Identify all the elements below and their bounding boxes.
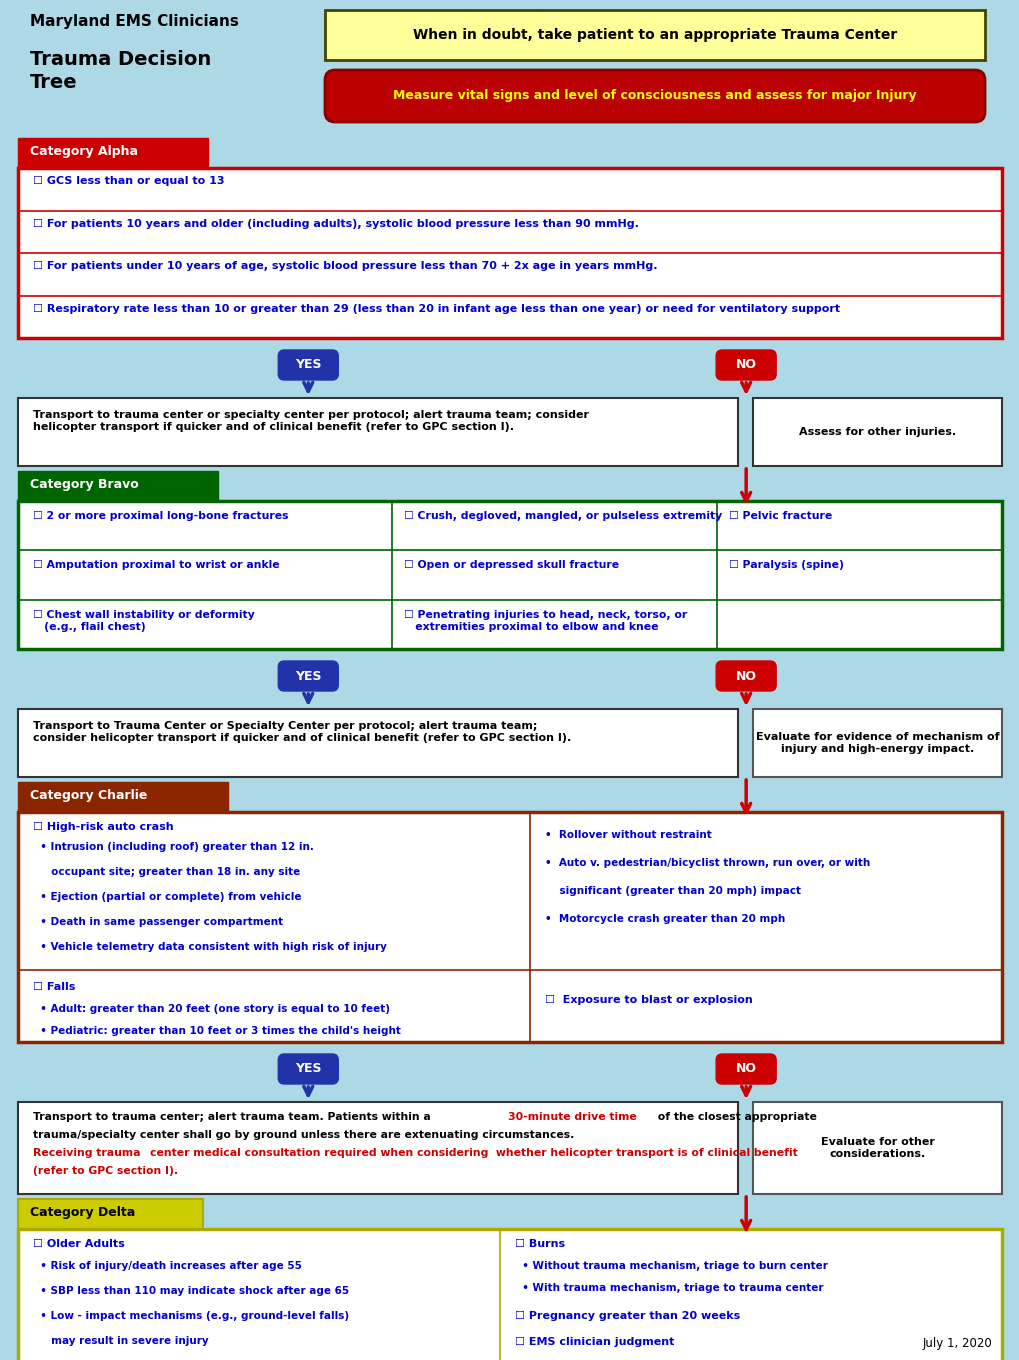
Bar xyxy=(752,1102,1001,1194)
Text: ☐  Exposure to blast or explosion: ☐ Exposure to blast or explosion xyxy=(544,996,752,1005)
Text: Category Charlie: Category Charlie xyxy=(30,789,147,802)
Bar xyxy=(18,1102,738,1194)
Text: Assess for other injuries.: Assess for other injuries. xyxy=(798,427,955,437)
FancyBboxPatch shape xyxy=(278,1054,338,1084)
Text: ☐ Paralysis (spine): ☐ Paralysis (spine) xyxy=(728,560,843,570)
FancyBboxPatch shape xyxy=(715,661,775,691)
Text: ☐ Respiratory rate less than 10 or greater than 29 (less than 20 in infant age l: ☐ Respiratory rate less than 10 or great… xyxy=(33,303,840,314)
Text: • Ejection (partial or complete) from vehicle: • Ejection (partial or complete) from ve… xyxy=(33,892,302,902)
Text: • Risk of injury/death increases after age 55: • Risk of injury/death increases after a… xyxy=(33,1261,302,1272)
Text: ☐ Open or depressed skull fracture: ☐ Open or depressed skull fracture xyxy=(404,560,619,570)
Bar xyxy=(18,709,738,777)
Text: NO: NO xyxy=(735,359,756,371)
Text: Receiving trauma: Receiving trauma xyxy=(33,1148,141,1157)
Text: occupant site; greater than 18 in. any site: occupant site; greater than 18 in. any s… xyxy=(33,866,300,877)
Text: • SBP less than 110 may indicate shock after age 65: • SBP less than 110 may indicate shock a… xyxy=(33,1287,348,1296)
Text: Evaluate for evidence of mechanism of
injury and high-energy impact.: Evaluate for evidence of mechanism of in… xyxy=(755,732,999,755)
Text: ☐ Pregnancy greater than 20 weeks: ☐ Pregnancy greater than 20 weeks xyxy=(515,1311,740,1321)
FancyBboxPatch shape xyxy=(715,350,775,379)
Text: Category Bravo: Category Bravo xyxy=(30,477,139,491)
Text: July 1, 2020: July 1, 2020 xyxy=(921,1337,991,1350)
Text: YES: YES xyxy=(294,1062,321,1076)
Text: 30-minute drive time: 30-minute drive time xyxy=(507,1112,636,1122)
Text: Transport to trauma center; alert trauma team. Patients within a: Transport to trauma center; alert trauma… xyxy=(33,1112,434,1122)
Text: ☐ Chest wall instability or deformity
   (e.g., flail chest): ☐ Chest wall instability or deformity (e… xyxy=(33,609,255,632)
Text: • Adult: greater than 20 feet (one story is equal to 10 feet): • Adult: greater than 20 feet (one story… xyxy=(33,1004,389,1015)
Text: • Death in same passenger compartment: • Death in same passenger compartment xyxy=(33,917,283,928)
Text: Category Alpha: Category Alpha xyxy=(30,146,138,158)
Text: of the closest appropriate: of the closest appropriate xyxy=(653,1112,815,1122)
Text: may result in severe injury: may result in severe injury xyxy=(33,1336,209,1346)
Bar xyxy=(18,1200,203,1229)
FancyBboxPatch shape xyxy=(715,1054,775,1084)
Bar xyxy=(18,812,1001,1042)
Bar xyxy=(752,709,1001,777)
Bar xyxy=(752,398,1001,466)
Bar xyxy=(18,471,218,500)
Text: NO: NO xyxy=(735,1062,756,1076)
Text: ☐ Burns: ☐ Burns xyxy=(515,1239,565,1248)
Bar xyxy=(18,1229,1001,1360)
Bar xyxy=(18,169,1001,339)
Text: ☐ Crush, degloved, mangled, or pulseless extremity: ☐ Crush, degloved, mangled, or pulseless… xyxy=(404,511,721,521)
Text: ☐ Pelvic fracture: ☐ Pelvic fracture xyxy=(728,511,832,521)
Text: Evaluate for other
considerations.: Evaluate for other considerations. xyxy=(819,1137,933,1159)
Text: (refer to GPC section I).: (refer to GPC section I). xyxy=(33,1166,178,1176)
Bar xyxy=(18,500,1001,649)
Text: When in doubt, take patient to an appropriate Trauma Center: When in doubt, take patient to an approp… xyxy=(413,29,897,42)
FancyBboxPatch shape xyxy=(278,350,338,379)
Text: ☐ Falls: ☐ Falls xyxy=(33,982,75,991)
Text: ☐ For patients under 10 years of age, systolic blood pressure less than 70 + 2x : ☐ For patients under 10 years of age, sy… xyxy=(33,261,657,271)
Text: Trauma Decision
Tree: Trauma Decision Tree xyxy=(30,50,211,92)
Text: ☐ EMS clinician judgment: ☐ EMS clinician judgment xyxy=(515,1337,674,1346)
Text: Category Delta: Category Delta xyxy=(30,1206,136,1219)
Text: ☐ GCS less than or equal to 13: ☐ GCS less than or equal to 13 xyxy=(33,175,224,186)
Text: YES: YES xyxy=(294,359,321,371)
Text: ☐ 2 or more proximal long-bone fractures: ☐ 2 or more proximal long-bone fractures xyxy=(33,511,288,521)
Bar xyxy=(18,782,228,812)
Text: Transport to trauma center or specialty center per protocol; alert trauma team; : Transport to trauma center or specialty … xyxy=(33,409,588,432)
Text: YES: YES xyxy=(294,669,321,683)
FancyBboxPatch shape xyxy=(278,661,338,691)
Text: • Low - impact mechanisms (e.g., ground-level falls): • Low - impact mechanisms (e.g., ground-… xyxy=(33,1311,348,1321)
Text: center medical consultation required when considering  whether helicopter transp: center medical consultation required whe… xyxy=(150,1148,797,1157)
Text: ☐ Amputation proximal to wrist or ankle: ☐ Amputation proximal to wrist or ankle xyxy=(33,560,279,570)
Text: Measure vital signs and level of consciousness and assess for major Injury: Measure vital signs and level of conscio… xyxy=(392,90,916,102)
Text: • With trauma mechanism, triage to trauma center: • With trauma mechanism, triage to traum… xyxy=(515,1282,823,1293)
Bar xyxy=(18,398,738,466)
Text: ☐ Penetrating injuries to head, neck, torso, or
   extremities proximal to elbow: ☐ Penetrating injuries to head, neck, to… xyxy=(404,609,687,632)
Text: Transport to Trauma Center or Specialty Center per protocol; alert trauma team;
: Transport to Trauma Center or Specialty … xyxy=(33,721,571,744)
Text: significant (greater than 20 mph) impact: significant (greater than 20 mph) impact xyxy=(544,885,800,896)
Text: • Vehicle telemetry data consistent with high risk of injury: • Vehicle telemetry data consistent with… xyxy=(33,942,386,952)
Text: • Intrusion (including roof) greater than 12 in.: • Intrusion (including roof) greater tha… xyxy=(33,842,314,851)
FancyBboxPatch shape xyxy=(325,69,984,122)
Text: ☐ For patients 10 years and older (including adults), systolic blood pressure le: ☐ For patients 10 years and older (inclu… xyxy=(33,219,638,228)
Bar xyxy=(325,10,984,60)
Text: • Without trauma mechanism, triage to burn center: • Without trauma mechanism, triage to bu… xyxy=(515,1261,827,1272)
Bar xyxy=(18,137,208,169)
Text: NO: NO xyxy=(735,669,756,683)
Text: •  Motorcycle crash greater than 20 mph: • Motorcycle crash greater than 20 mph xyxy=(544,914,785,923)
Text: ☐ Older Adults: ☐ Older Adults xyxy=(33,1239,124,1248)
Text: trauma/specialty center shall go by ground unless there are extenuating circumst: trauma/specialty center shall go by grou… xyxy=(33,1130,578,1140)
Text: •  Rollover without restraint: • Rollover without restraint xyxy=(544,830,710,840)
Text: •  Auto v. pedestrian/bicyclist thrown, run over, or with: • Auto v. pedestrian/bicyclist thrown, r… xyxy=(544,858,869,868)
Text: ☐ High-risk auto crash: ☐ High-risk auto crash xyxy=(33,821,173,832)
Text: • Pediatric: greater than 10 feet or 3 times the child's height: • Pediatric: greater than 10 feet or 3 t… xyxy=(33,1025,400,1036)
Text: Maryland EMS Clinicians: Maryland EMS Clinicians xyxy=(30,14,238,29)
